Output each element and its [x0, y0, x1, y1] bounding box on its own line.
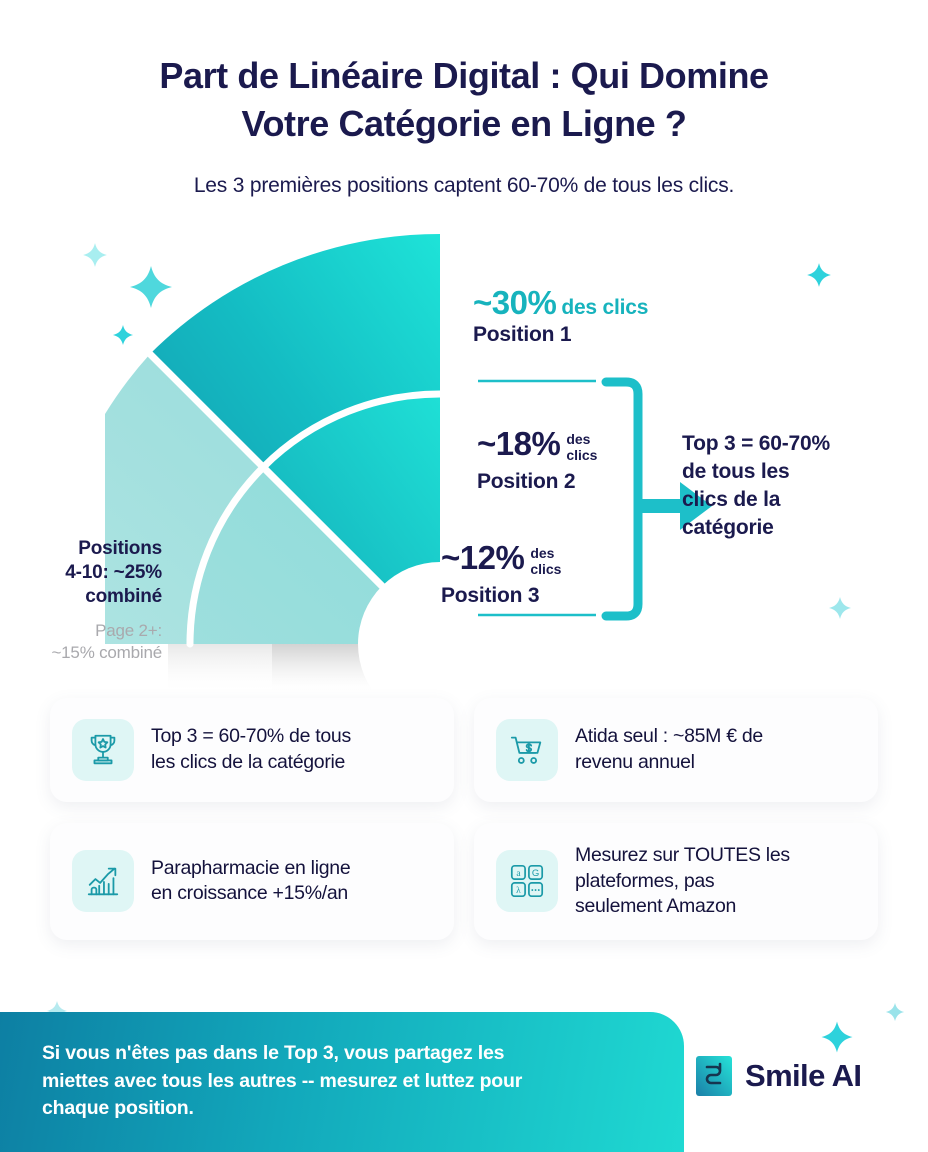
info-cards-grid: Top 3 = 60-70% de tous les clics de la c…: [50, 698, 878, 940]
slice-positions-4-10: [105, 354, 440, 645]
trophy-icon: [72, 719, 134, 781]
position-1-suffix: des clics: [561, 296, 649, 320]
info-card-atida-revenue-text: Atida seul : ~85M € de revenu annuel: [575, 725, 763, 773]
fan-chart-svg: [105, 234, 712, 695]
header: Part de Linéaire Digital : Qui Domine Vo…: [0, 0, 928, 198]
callout-position-1: ~30% des clics Position 1: [473, 284, 648, 347]
top3-bracket-arrow: [601, 377, 712, 621]
info-card-growth-text: Parapharmacie en ligne en croissance +15…: [151, 856, 351, 905]
info-card-growth: Parapharmacie en ligne en croissance +15…: [50, 823, 454, 940]
brand-logo: Smile AI: [696, 1056, 862, 1096]
footer-message: Si vous n'êtes pas dans le Top 3, vous p…: [42, 1042, 523, 1120]
footer-band: [0, 1012, 684, 1152]
platforms-grid-icon: a G λ: [496, 850, 558, 913]
svg-text:a: a: [516, 869, 521, 879]
growth-chart-icon: [72, 850, 134, 913]
position-3-suffix-line2: clics: [530, 560, 562, 577]
title-line-2: Votre Catégorie en Ligne ?: [241, 102, 687, 144]
sparkle-icon: [46, 1000, 68, 1022]
position-1-percent: ~30%: [473, 284, 557, 322]
callout-divider-lines: [478, 379, 596, 617]
sparkle-icon: [885, 1002, 905, 1022]
smile-ai-logo-icon: [696, 1056, 732, 1096]
top3-summary-text: Top 3 = 60-70% de tous les clics de la c…: [682, 432, 830, 540]
info-card-atida-revenue: Atida seul : ~85M € de revenu annuel: [474, 698, 878, 802]
positions-4-10-label: Positions 4-10: ~25% combiné: [65, 538, 162, 607]
donut-center-hole: [358, 562, 522, 695]
sparkle-icon: [83, 243, 107, 267]
shopping-cart-dollar-icon: [496, 719, 558, 781]
title-line-1: Part de Linéaire Digital : Qui Domine: [159, 55, 769, 96]
position-2-percent: ~18%: [477, 425, 561, 463]
sparkle-icon: [130, 266, 172, 309]
callout-position-3: ~12% des clics Position 3: [441, 539, 561, 608]
donut-fan-chart: ~30% des clics Position 1 ~18% des clics …: [0, 224, 928, 695]
brand-name: Smile AI: [745, 1058, 862, 1093]
page-subtitle: Les 3 premières positions captent 60-70%…: [193, 174, 735, 198]
info-card-top3-text: Top 3 = 60-70% de tous les clics de la c…: [151, 725, 351, 773]
page-2-plus-label: Page 2+: ~15% combiné: [51, 621, 162, 663]
position-2-suffix-line2: clics: [566, 446, 598, 463]
sparkle-icon: [829, 597, 851, 619]
sparkle-icon: [112, 324, 134, 346]
info-card-platforms-text: Mesurez sur TOUTES les plateformes, pas …: [575, 844, 790, 918]
position-2-suffix-line1: des: [566, 431, 591, 448]
position-1-label: Position 1: [473, 323, 572, 347]
position-3-percent: ~12%: [441, 539, 525, 577]
svg-text:G: G: [532, 868, 539, 879]
position-3-suffix-line1: des: [530, 545, 555, 562]
callout-position-2: ~18% des clics Position 2: [477, 425, 597, 494]
position-3-label: Position 3: [441, 584, 540, 608]
page-title: Part de Linéaire Digital : Qui Domine Vo…: [55, 52, 873, 147]
sparkle-icon: [807, 263, 831, 287]
info-card-top3: Top 3 = 60-70% de tous les clics de la c…: [50, 698, 454, 802]
sparkle-icon: [821, 1021, 853, 1053]
svg-text:λ: λ: [516, 886, 521, 896]
position-2-label: Position 2: [477, 470, 576, 494]
info-card-platforms: a G λ Mesurez sur TOUTES les plateformes…: [474, 823, 878, 940]
